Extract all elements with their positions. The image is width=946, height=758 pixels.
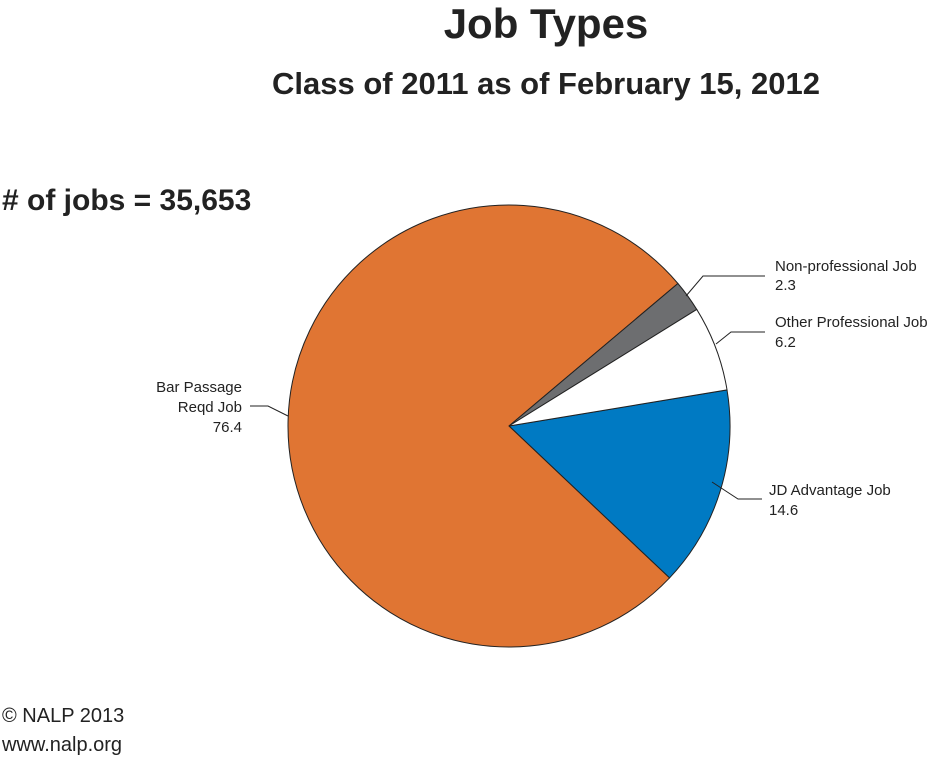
leader-line (711, 481, 762, 500)
leader-line (250, 405, 289, 417)
copyright: © NALP 2013 (2, 705, 125, 727)
leader-line (685, 275, 765, 297)
slice-label: Non-professional Job (775, 258, 917, 275)
value-label: 6.2 (775, 334, 796, 351)
pie-slice (508, 308, 728, 427)
value-label: 14.6 (769, 502, 799, 519)
leader-line (715, 331, 765, 345)
chart-title: Job Types (443, 0, 649, 47)
chart-subtitle: Class of 2011 as of February 15, 2012 (272, 66, 820, 101)
slice-label: JD Advantage Job (769, 482, 891, 499)
pie-slice (287, 204, 679, 648)
value-label: 76.4 (212, 419, 242, 436)
pie-slice (507, 389, 731, 579)
annotation: # of jobs = 35,653 (2, 184, 252, 217)
value-label: 2.3 (775, 277, 796, 294)
slice-label: Other Professional Job (775, 314, 928, 331)
slice-label: Bar Passage Reqd Job (156, 379, 242, 416)
website: www.nalp.org (2, 734, 123, 756)
